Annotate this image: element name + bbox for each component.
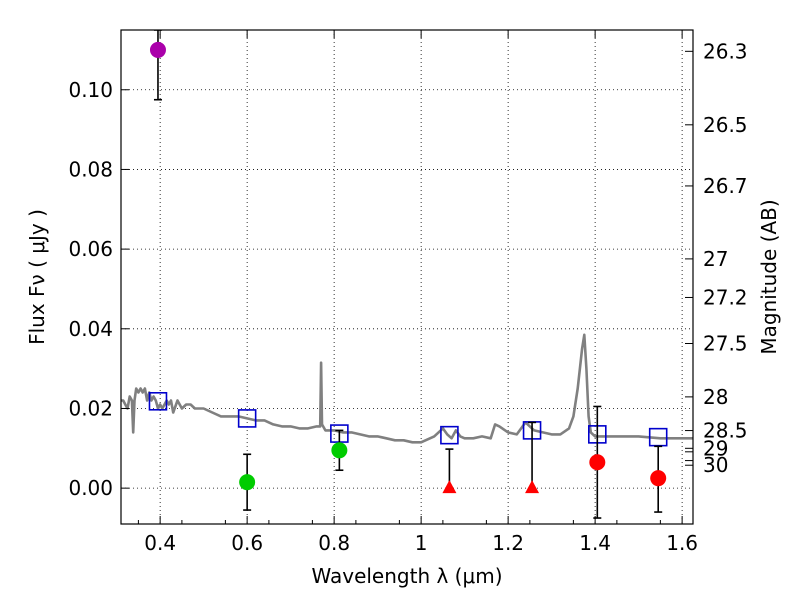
y-axis-label: Flux Fν ( μJy ) [25, 209, 49, 345]
x-tick-label: 0.6 [231, 531, 263, 555]
right-tick-label: 26.3 [703, 39, 748, 63]
right-tick-label: 28.5 [703, 419, 748, 443]
y-tick-label: 0.08 [68, 157, 113, 181]
photometry-point [239, 474, 256, 491]
right-tick-label: 27.2 [703, 285, 748, 309]
right-tick-label: 26.5 [703, 113, 748, 137]
y-axis-right-label: Magnitude (AB) [757, 199, 781, 354]
upper-limit-triangle [525, 480, 540, 494]
right-tick-label: 28 [703, 385, 728, 409]
photometry-point [331, 442, 348, 459]
right-tick-label: 30 [703, 453, 728, 477]
x-tick-label: 1.2 [492, 531, 524, 555]
upper-limit-triangle [442, 480, 457, 494]
y-tick-label: 0.00 [68, 476, 113, 500]
x-tick-label: 1 [415, 531, 428, 555]
photometry-point [149, 41, 166, 58]
model-flux-square [440, 425, 459, 445]
axis-ticks: 0.4 0.6 0.8 1 1.2 1.4 1.6 0.00 0.02 0.04 0.06 0.08 0… [68, 30, 748, 555]
right-tick-label: 27.5 [703, 331, 748, 355]
plot-area [121, 30, 693, 519]
y-tick-label: 0.02 [68, 396, 113, 420]
model-flux-square [148, 391, 168, 411]
grid [121, 30, 693, 524]
y-tick-label: 0.04 [68, 317, 113, 341]
x-tick-label: 0.4 [144, 531, 176, 555]
x-axis-label: Wavelength λ (μm) [311, 564, 502, 588]
right-tick-label: 26.7 [703, 174, 748, 198]
right-tick-label: 29 [703, 436, 728, 460]
y-tick-label: 0.06 [68, 237, 113, 261]
x-tick-label: 1.6 [666, 531, 698, 555]
x-tick-label: 0.8 [318, 531, 350, 555]
plot-frame [120, 29, 694, 525]
photometry-point [650, 470, 667, 487]
x-tick-label: 1.4 [579, 531, 611, 555]
photometry-point [589, 454, 606, 471]
model-flux-square [237, 409, 257, 428]
right-tick-label: 27 [703, 247, 728, 271]
y-tick-label: 0.10 [68, 78, 113, 102]
model-spectrum-line [121, 333, 693, 444]
